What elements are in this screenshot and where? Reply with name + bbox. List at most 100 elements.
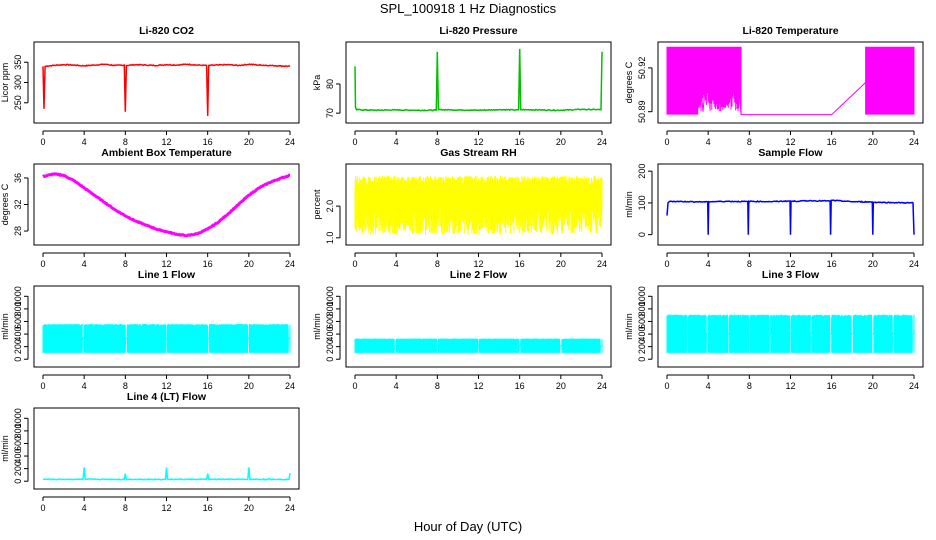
- x-axis: 0 4 8 12 16 20 24: [352, 252, 607, 269]
- plot-area: [42, 323, 291, 353]
- series-rh: [354, 175, 603, 235]
- x-tick-label: 20: [244, 503, 254, 513]
- y-tick-label: 50.92: [637, 57, 647, 80]
- x-tick-label: 4: [82, 381, 87, 391]
- x-tick-label: 20: [868, 259, 878, 269]
- x-axis: 0 4 8 12 16 20 24: [40, 130, 295, 147]
- x-tick-label: 0: [40, 503, 45, 513]
- y-tick-label: 28: [13, 226, 23, 236]
- plot-frame: [33, 41, 300, 124]
- y-axis: 28 32 36: [13, 173, 29, 236]
- y-tick-label: 800: [637, 301, 647, 316]
- series-sample_flow: [666, 199, 915, 235]
- y-tick-label: 800: [325, 301, 335, 316]
- y-axis-label: ml/min: [0, 313, 10, 340]
- panel-sample_flow: Sample Flow 0 4 8 12 16 20 24 0 100 200 ml/min: [624, 147, 924, 269]
- plot-frame: [33, 407, 300, 490]
- y-tick-label: 0: [13, 479, 23, 484]
- y-axis: 50.89 50.92: [637, 57, 653, 123]
- panel-title: Li-820 Pressure: [439, 25, 517, 37]
- x-tick-label: 20: [556, 381, 566, 391]
- x-axis: 0 4 8 12 16 20 24: [40, 252, 295, 269]
- y-axis-label: degrees C: [624, 61, 634, 103]
- plot-frame: [345, 163, 612, 246]
- panel-title: Gas Stream RH: [440, 147, 516, 159]
- y-tick-label: 32: [13, 199, 23, 209]
- x-tick-label: 24: [285, 381, 295, 391]
- plot-frame: [345, 41, 612, 124]
- series-band-0: [666, 46, 742, 115]
- series-band-1: [865, 46, 915, 115]
- panel-title: Line 1 Flow: [138, 269, 196, 281]
- x-tick-label: 16: [515, 137, 525, 147]
- figure-x-axis-label: Hour of Day (UTC): [414, 519, 522, 534]
- plot-frame: [33, 163, 300, 246]
- y-axis: 0 100 200: [637, 164, 653, 237]
- plot-area: [42, 467, 291, 481]
- x-tick-label: 8: [123, 259, 128, 269]
- y-tick-label: 0: [637, 357, 647, 362]
- x-tick-label: 0: [352, 381, 357, 391]
- x-tick-label: 24: [285, 137, 295, 147]
- y-tick-label: 400: [13, 327, 23, 342]
- y-tick-label: 600: [13, 436, 23, 451]
- x-tick-label: 20: [556, 137, 566, 147]
- y-tick-label: 200: [325, 339, 335, 354]
- plot-area: [666, 199, 915, 235]
- plot-area: [354, 175, 603, 235]
- plot-area: [354, 48, 603, 112]
- x-tick-label: 16: [203, 503, 213, 513]
- y-tick-label: 250: [13, 95, 23, 110]
- y-tick-label: 1.0: [325, 232, 335, 245]
- x-tick-label: 16: [203, 259, 213, 269]
- panel-title: Ambient Box Temperature: [101, 147, 232, 159]
- x-tick-label: 24: [909, 381, 919, 391]
- panel-temperature: Li-820 Temperature 0 4 8 12 16 20 24 50.89 50.92d…: [624, 25, 924, 147]
- x-tick-label: 4: [706, 381, 711, 391]
- y-tick-label: 80: [325, 79, 335, 89]
- x-tick-label: 8: [435, 381, 440, 391]
- x-tick-label: 4: [82, 503, 87, 513]
- x-tick-label: 16: [827, 137, 837, 147]
- series-temperature: [667, 52, 914, 116]
- y-tick-label: 200: [637, 339, 647, 354]
- panel-box_temp: Ambient Box Temperature 0 4 8 12 16 20 24 28 32 36…: [0, 147, 300, 269]
- x-tick-label: 12: [161, 259, 171, 269]
- y-axis-label: degrees C: [0, 183, 10, 225]
- y-axis-label: ml/min: [624, 191, 634, 218]
- x-tick-label: 4: [82, 259, 87, 269]
- y-axis: 70 80: [325, 79, 341, 118]
- x-tick-label: 20: [244, 137, 254, 147]
- plot-frame: [33, 285, 300, 368]
- x-tick-label: 20: [244, 259, 254, 269]
- y-tick-label: 300: [13, 75, 23, 90]
- x-tick-label: 20: [868, 137, 878, 147]
- x-tick-label: 24: [597, 259, 607, 269]
- plot-frame: [345, 285, 612, 368]
- x-tick-label: 24: [285, 259, 295, 269]
- x-axis: 0 4 8 12 16 20 24: [352, 130, 607, 147]
- x-tick-label: 16: [827, 381, 837, 391]
- x-tick-label: 16: [203, 137, 213, 147]
- x-tick-label: 24: [597, 381, 607, 391]
- x-tick-label: 20: [868, 381, 878, 391]
- x-tick-label: 12: [161, 137, 171, 147]
- x-tick-label: 8: [747, 381, 752, 391]
- y-tick-label: 200: [637, 164, 647, 179]
- y-tick-label: 200: [13, 339, 23, 354]
- plot-frame: [657, 163, 924, 246]
- x-tick-label: 12: [161, 381, 171, 391]
- y-tick-label: 0: [325, 357, 335, 362]
- figure-title: SPL_100918 1 Hz Diagnostics: [380, 1, 557, 16]
- y-tick-label: 600: [637, 314, 647, 329]
- plot-area: [666, 46, 915, 116]
- x-tick-label: 12: [785, 381, 795, 391]
- x-tick-label: 12: [785, 259, 795, 269]
- y-tick-label: 400: [637, 327, 647, 342]
- x-tick-label: 12: [473, 259, 483, 269]
- y-axis-label: kPa: [312, 75, 322, 91]
